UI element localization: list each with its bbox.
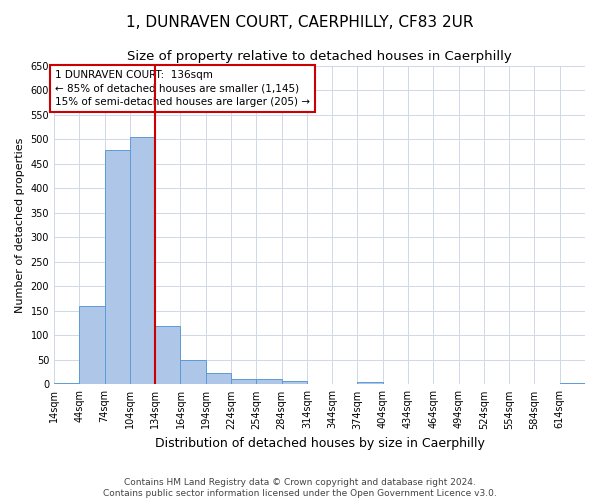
Bar xyxy=(256,379,281,384)
Y-axis label: Number of detached properties: Number of detached properties xyxy=(15,138,25,312)
Bar xyxy=(560,383,585,384)
Text: 1, DUNRAVEN COURT, CAERPHILLY, CF83 2UR: 1, DUNRAVEN COURT, CAERPHILLY, CF83 2UR xyxy=(126,15,474,30)
Bar xyxy=(54,383,79,384)
Bar xyxy=(231,378,256,384)
Bar xyxy=(79,306,104,384)
Title: Size of property relative to detached houses in Caerphilly: Size of property relative to detached ho… xyxy=(127,50,512,63)
Text: Contains HM Land Registry data © Crown copyright and database right 2024.
Contai: Contains HM Land Registry data © Crown c… xyxy=(103,478,497,498)
Bar xyxy=(358,382,383,384)
Bar xyxy=(104,150,130,384)
Bar xyxy=(206,372,231,384)
Bar xyxy=(181,360,206,384)
Bar xyxy=(130,136,155,384)
Text: 1 DUNRAVEN COURT:  136sqm
← 85% of detached houses are smaller (1,145)
15% of se: 1 DUNRAVEN COURT: 136sqm ← 85% of detach… xyxy=(55,70,310,107)
X-axis label: Distribution of detached houses by size in Caerphilly: Distribution of detached houses by size … xyxy=(155,437,484,450)
Bar xyxy=(155,326,181,384)
Bar xyxy=(281,380,307,384)
